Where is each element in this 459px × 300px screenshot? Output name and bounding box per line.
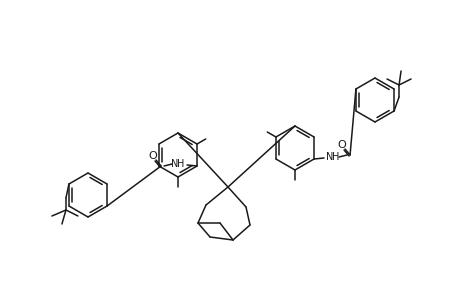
Text: O: O (148, 151, 157, 161)
Text: N: N (171, 159, 179, 169)
Text: H: H (177, 159, 185, 169)
Text: H: H (332, 152, 339, 162)
Text: N: N (325, 152, 333, 162)
Text: O: O (337, 140, 346, 150)
